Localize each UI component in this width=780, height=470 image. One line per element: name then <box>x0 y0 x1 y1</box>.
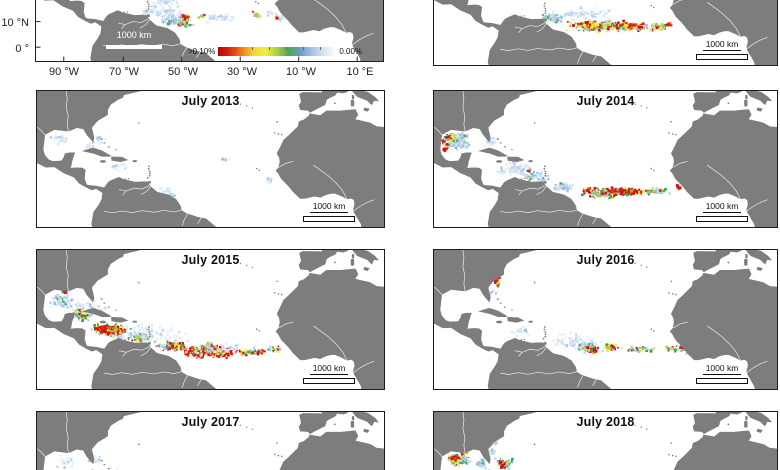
map-panel-top-right: 1000 km <box>433 0 778 66</box>
lon-tick-label: 30 °W <box>226 66 258 78</box>
bloom-dots <box>49 289 281 360</box>
map-panel-july-2014: July 2014 1000 km <box>433 90 778 228</box>
legend-tick <box>235 46 237 50</box>
atlantic-basemap <box>434 91 777 227</box>
scale-bar-label: 1000 km <box>116 30 152 40</box>
atlantic-basemap <box>36 0 383 61</box>
bloom-dots <box>55 454 119 470</box>
lon-tick-label: 90 °W <box>48 66 80 78</box>
map-panel-july-2018: July 2018 1000 km <box>433 411 778 470</box>
lon-tick-label: 10 °W <box>285 66 317 78</box>
map-panel-top-left: 1000 km >0.10% 0.00% 90 °W 70 °W 50 °W 30 °… <box>1 0 384 78</box>
map-panel-july-2016: July 2016 1000 km <box>433 249 778 390</box>
legend-tick <box>319 46 321 50</box>
color-gradient-bar <box>218 46 337 56</box>
scale-bar-rule <box>696 216 748 222</box>
lat-tick-label: 10 °N <box>1 17 29 29</box>
scale-bar: 1000 km <box>693 34 751 60</box>
bloom-dots <box>447 437 514 470</box>
scale-bar-rule <box>303 216 355 222</box>
axis-ticks <box>36 21 358 61</box>
legend-tick <box>252 46 254 50</box>
lon-tick-label: 70 °W <box>108 66 140 78</box>
atlantic-basemap <box>434 250 777 389</box>
lon-tick-label: 10 °E <box>346 66 374 78</box>
scale-bar-rule <box>303 378 355 384</box>
scale-bar: 1000 km <box>693 358 751 384</box>
scale-bar-label: 1000 km <box>702 201 742 214</box>
bloom-dots <box>140 0 291 28</box>
legend-max-label: 0.00% <box>339 46 363 56</box>
color-scale-legend: >0.10% 0.00% <box>188 44 362 58</box>
map-panel-july-2013: July 2013 1000 km <box>36 90 385 228</box>
legend-min-label: >0.10% <box>188 46 216 56</box>
map-panel-july-2017: July 2017 1000 km <box>36 411 385 470</box>
scale-bar-rule <box>696 54 748 60</box>
scale-bar: 1000 km <box>102 25 166 49</box>
scale-bar-label: 1000 km <box>309 201 349 214</box>
scale-bar: 1000 km <box>300 358 358 384</box>
atlantic-basemap <box>37 91 384 227</box>
scale-bar: 1000 km <box>693 196 751 222</box>
legend-tick <box>268 46 270 50</box>
map-panel-july-2015: July 2015 1000 km <box>36 249 385 390</box>
scale-bar-label: 1000 km <box>309 363 349 376</box>
lon-tick-label: 50 °W <box>167 66 199 78</box>
scale-bar-rule <box>696 378 748 384</box>
scale-bar-label: 1000 km <box>702 363 742 376</box>
scale-bar-label: 1000 km <box>702 39 742 52</box>
atlantic-basemap <box>434 0 777 65</box>
lat-tick-label: 0 ° <box>15 43 29 55</box>
atlantic-basemap <box>434 412 777 470</box>
bloom-dots <box>441 131 682 200</box>
longitude-axis: 90 °W 70 °W 50 °W 30 °W 10 °W 10 °E <box>36 64 383 80</box>
legend-tick <box>302 46 304 50</box>
atlantic-basemap <box>37 412 384 470</box>
scale-bar: 1000 km <box>300 196 358 222</box>
atlantic-basemap <box>37 250 384 389</box>
legend-tick <box>285 46 287 50</box>
scale-bar-rule <box>106 45 162 49</box>
bloom-dots <box>541 6 673 34</box>
